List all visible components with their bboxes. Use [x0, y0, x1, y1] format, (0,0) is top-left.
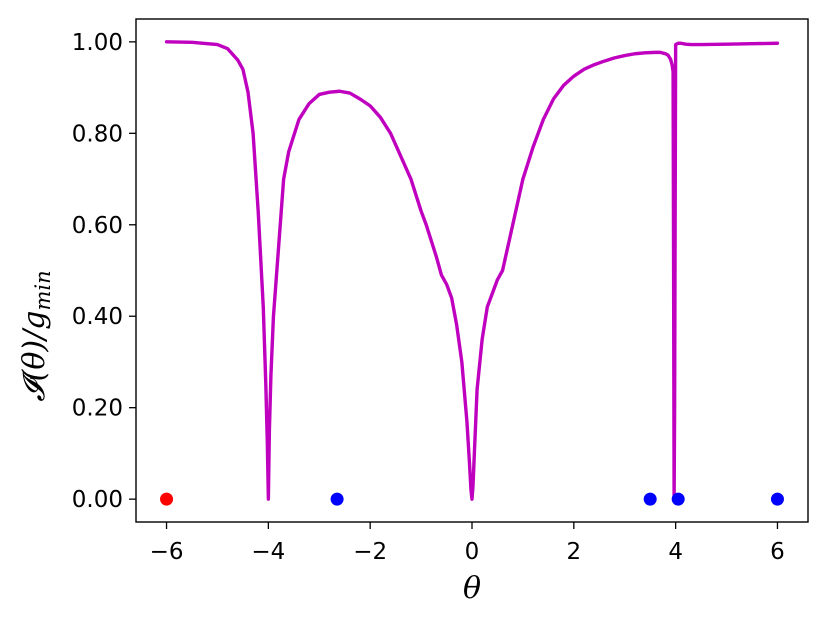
plot-frame — [135, 18, 809, 523]
plot-area — [135, 18, 809, 523]
x-tick-label: −4 — [251, 539, 285, 565]
y-tick-label: 0.80 — [72, 121, 123, 147]
x-tick-label: −6 — [150, 539, 184, 565]
y-tick-label: 1.00 — [72, 30, 123, 56]
y-tick-label: 0.20 — [72, 396, 123, 422]
point-blue — [643, 492, 657, 506]
point-blue — [330, 492, 344, 506]
x-axis-title: θ — [463, 571, 481, 606]
y-tick-label: 0.60 — [72, 213, 123, 239]
y-axis-title: 𝓘(θ)/gmin — [17, 270, 55, 401]
point-blue — [770, 492, 784, 506]
point-red — [160, 492, 174, 506]
x-tick-label: 2 — [566, 539, 581, 565]
y-tick-label: 0.40 — [72, 304, 123, 330]
y-axis-title-subscript: min — [31, 270, 55, 310]
x-tick-label: 0 — [465, 539, 480, 565]
point-blue — [671, 492, 685, 506]
x-tick-label: −2 — [353, 539, 387, 565]
series-curve — [164, 40, 780, 501]
x-tick-label: 6 — [770, 539, 785, 565]
x-tick-label: 4 — [668, 539, 683, 565]
y-axis-title-main: 𝓘(θ)/g — [17, 311, 52, 402]
x-axis: −6 −4 −2 0 2 4 6 — [150, 522, 785, 565]
y-tick-label: 0.00 — [72, 487, 123, 513]
y-axis: 0.00 0.20 0.40 0.60 0.80 1.00 — [72, 30, 136, 513]
